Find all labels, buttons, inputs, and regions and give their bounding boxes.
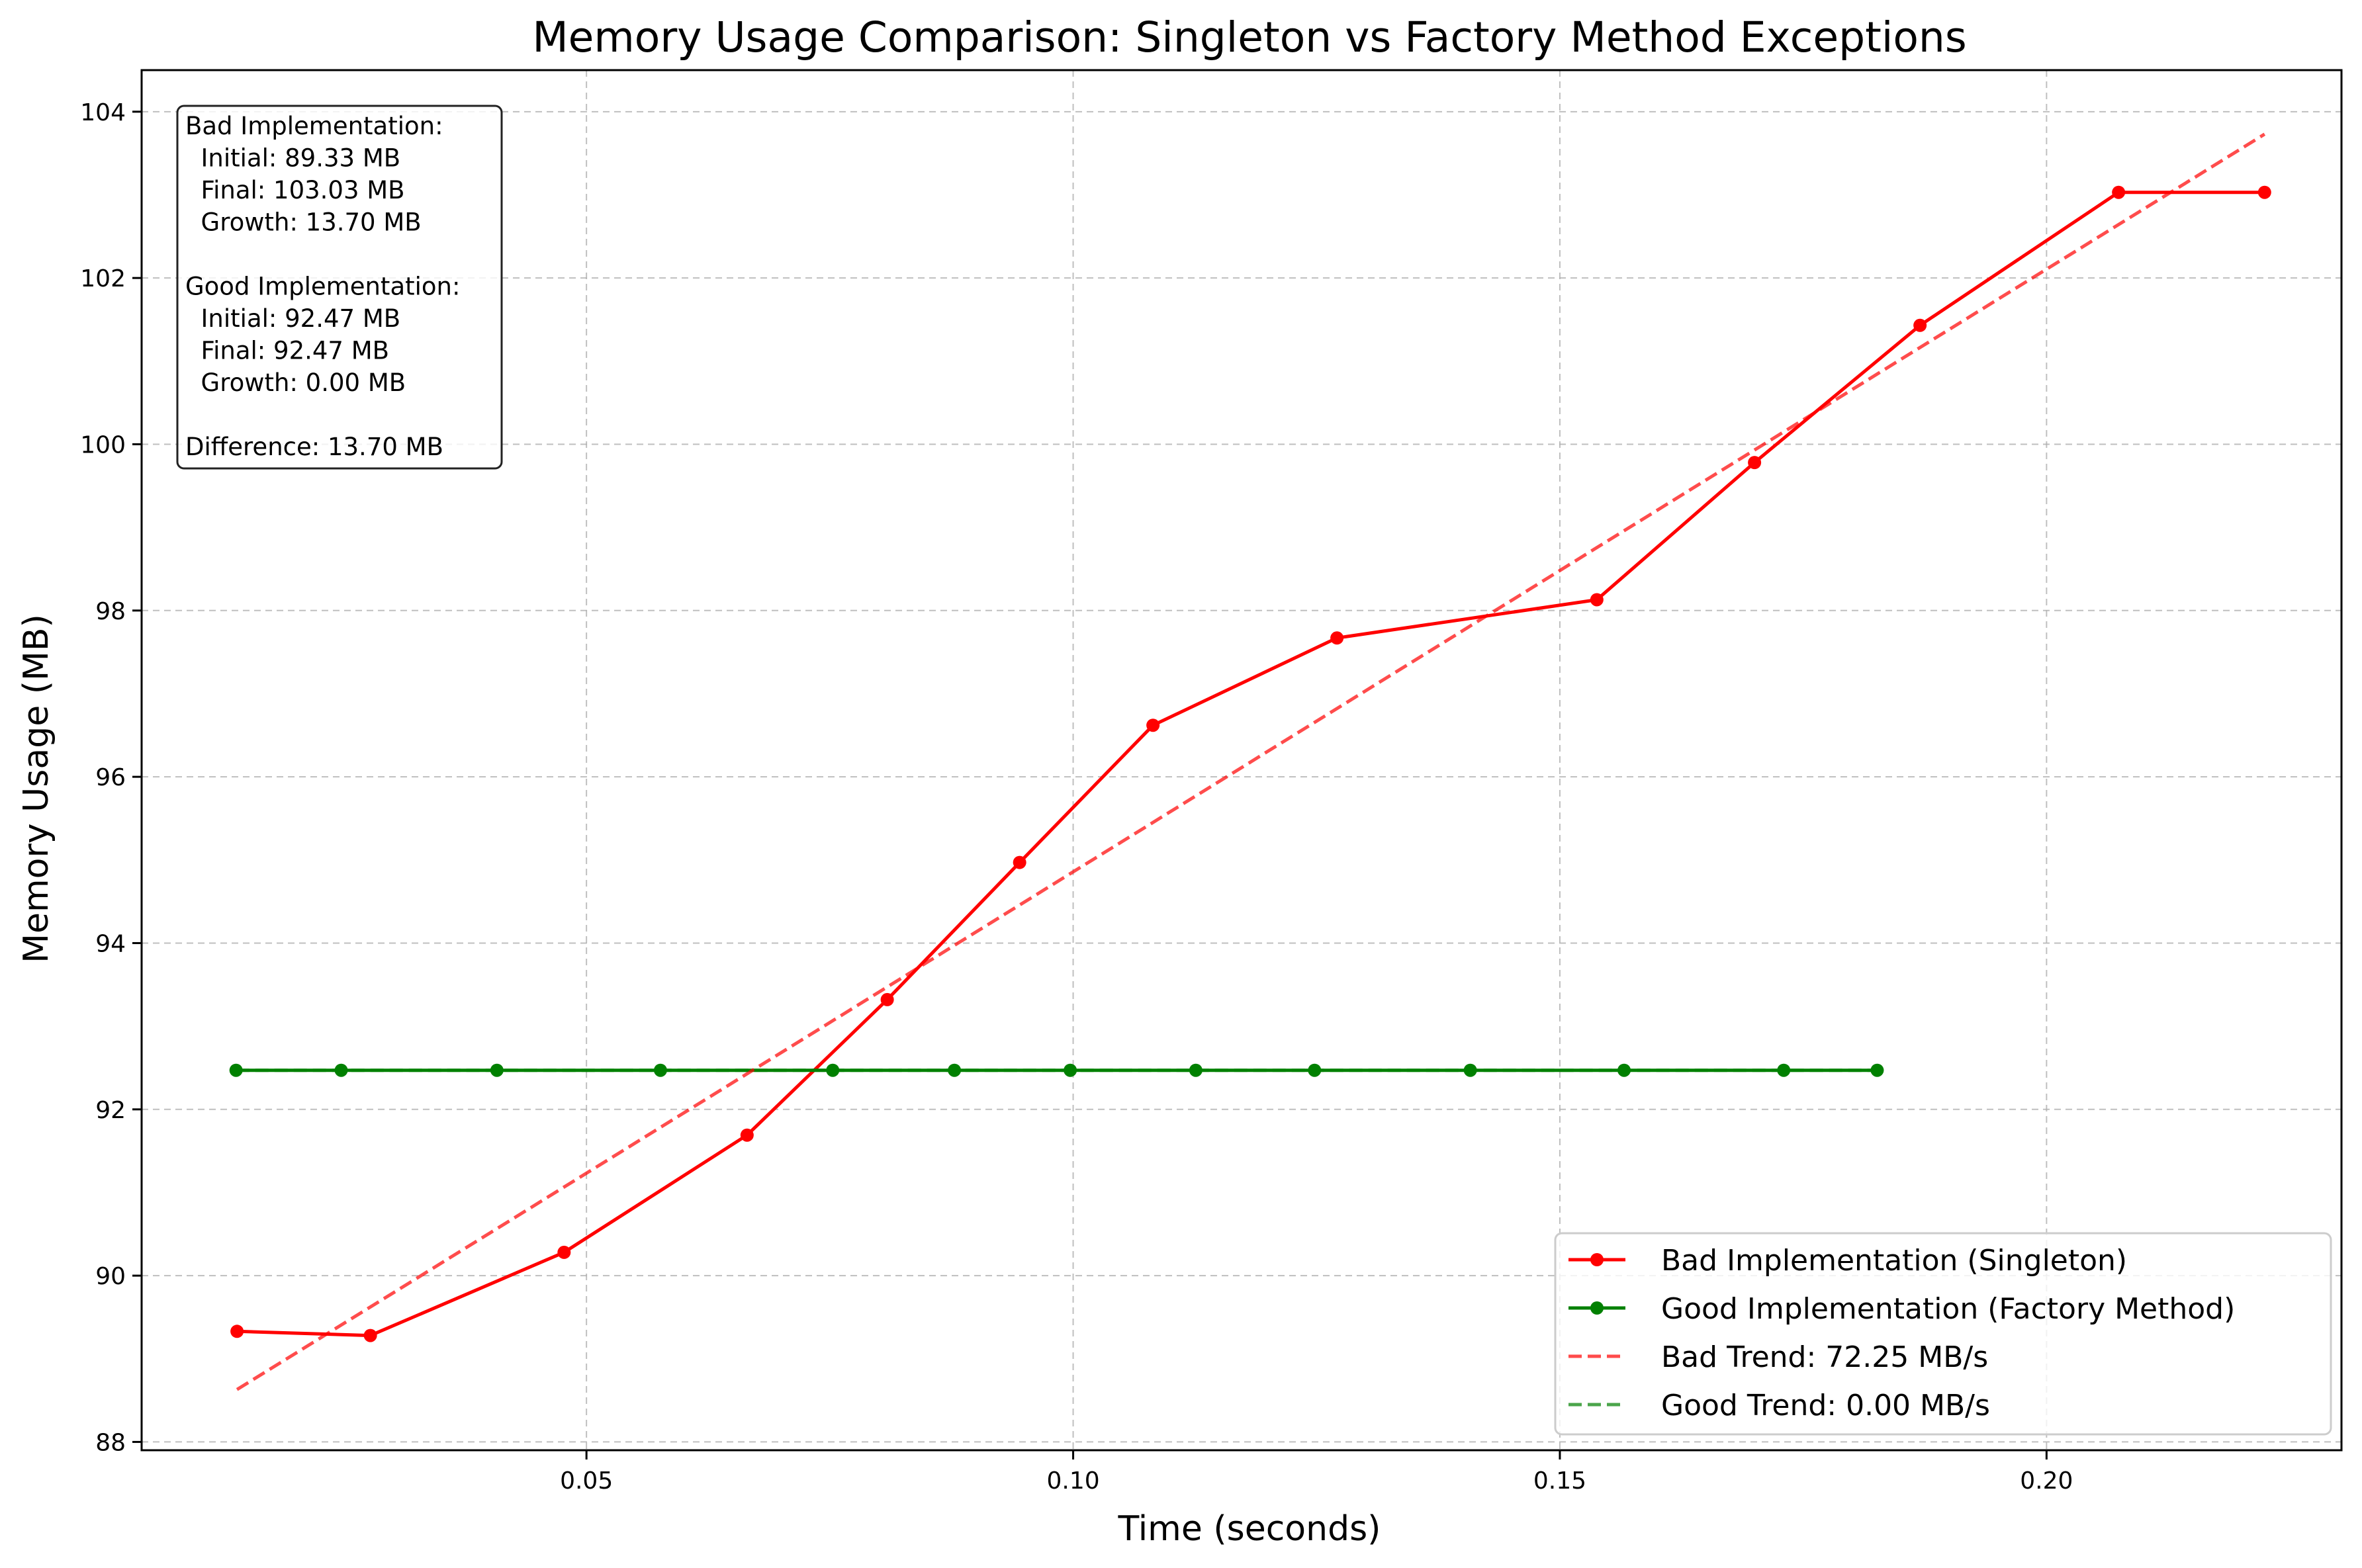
summary-line: Good Implementation: bbox=[185, 273, 460, 301]
y-tick-label: 104 bbox=[80, 99, 126, 126]
series-2 bbox=[236, 132, 2266, 1391]
data-point bbox=[229, 1063, 243, 1077]
y-tick-label: 96 bbox=[95, 764, 126, 791]
legend-label: Good Implementation (Factory Method) bbox=[1661, 1292, 2235, 1326]
legend: Bad Implementation (Singleton) Good Imple… bbox=[1554, 1232, 2332, 1436]
summary-line: Growth: 13.70 MB bbox=[185, 208, 422, 237]
legend-frame bbox=[1554, 1232, 2332, 1436]
data-point bbox=[2257, 185, 2271, 199]
y-tick-label: 88 bbox=[95, 1429, 126, 1456]
series-layer bbox=[229, 132, 2271, 1391]
x-tick-label: 0.15 bbox=[1533, 1467, 1586, 1495]
summary-line: Final: 92.47 MB bbox=[185, 337, 389, 365]
series-0 bbox=[230, 185, 2271, 1342]
axis-ticks: 0.05 0.10 0.15 0.20 88 90 92 94 96 98 100 102 104 bbox=[80, 99, 2073, 1495]
legend-label: Bad Trend: 72.25 MB/s bbox=[1661, 1340, 1988, 1374]
grid bbox=[142, 70, 2341, 1450]
x-tick-label: 0.20 bbox=[2020, 1467, 2073, 1495]
data-point bbox=[1748, 456, 1762, 470]
data-point bbox=[230, 1325, 244, 1338]
data-point bbox=[363, 1328, 377, 1342]
legend-label: Bad Implementation (Singleton) bbox=[1661, 1244, 2127, 1278]
plot-frame bbox=[140, 69, 2343, 1452]
legend-swatch-marker bbox=[1590, 1253, 1604, 1266]
summary-line: Final: 103.03 MB bbox=[185, 176, 405, 204]
y-tick-label: 98 bbox=[95, 598, 126, 625]
chart-title: Memory Usage Comparison: Singleton vs Fa… bbox=[532, 13, 1966, 62]
summary-line: Difference: 13.70 MB bbox=[185, 433, 443, 461]
summary-line: Bad Implementation: bbox=[185, 112, 443, 140]
data-point bbox=[740, 1128, 754, 1142]
data-point bbox=[1590, 593, 1604, 607]
x-tick-label: 0.10 bbox=[1046, 1467, 1099, 1495]
trend-line-2 bbox=[236, 132, 2266, 1391]
summary-line: Growth: 0.00 MB bbox=[185, 369, 406, 397]
data-point bbox=[1870, 1063, 1884, 1077]
legend-swatch-marker bbox=[1590, 1301, 1604, 1315]
data-point bbox=[1013, 855, 1026, 869]
summary-annotation-box: Bad Implementation: Initial: 89.33 MB Fi… bbox=[176, 105, 503, 470]
data-point bbox=[557, 1245, 571, 1259]
y-tick-label: 92 bbox=[95, 1097, 126, 1124]
x-tick-label: 0.05 bbox=[560, 1467, 613, 1495]
summary-line: Initial: 89.33 MB bbox=[185, 144, 400, 173]
legend-label: Good Trend: 0.00 MB/s bbox=[1661, 1389, 1990, 1422]
y-tick-label: 102 bbox=[80, 265, 126, 292]
data-point bbox=[1913, 318, 1927, 332]
y-tick-label: 90 bbox=[95, 1263, 126, 1290]
data-point bbox=[1330, 631, 1344, 645]
y-tick-label: 100 bbox=[80, 431, 126, 458]
y-tick-label: 94 bbox=[95, 930, 126, 957]
y-axis-label: Memory Usage (MB) bbox=[17, 614, 56, 963]
data-point bbox=[1146, 719, 1160, 732]
summary-box-frame bbox=[176, 105, 503, 470]
x-axis-label: Time (seconds) bbox=[1118, 1509, 1381, 1549]
summary-line: Initial: 92.47 MB bbox=[185, 304, 400, 333]
data-point bbox=[880, 992, 894, 1006]
data-point bbox=[2112, 185, 2126, 199]
